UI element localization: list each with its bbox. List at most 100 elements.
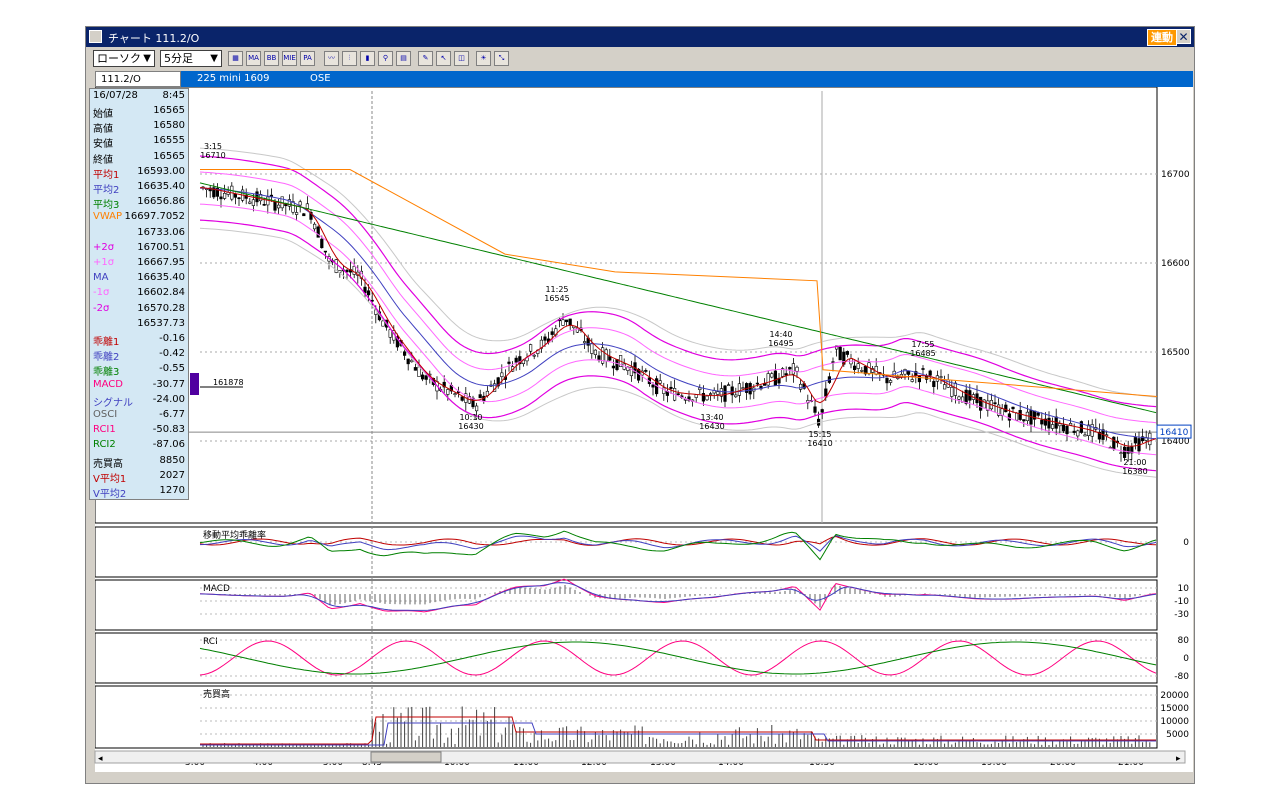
pencil-icon[interactable]: ✎ (418, 51, 433, 66)
candle-body (791, 363, 795, 375)
mie-icon[interactable]: MIE (282, 51, 297, 66)
bb-icon[interactable]: BB (264, 51, 279, 66)
data-row-value: 16570.28 (137, 302, 185, 314)
candle-body (978, 396, 983, 411)
close-icon[interactable]: ✕ (1176, 29, 1191, 44)
candle (734, 387, 738, 398)
candle (1133, 433, 1137, 450)
candle-body (996, 404, 1001, 416)
candle-body (219, 196, 223, 200)
annotation-price: 16495 (768, 339, 793, 348)
interval-select[interactable]: 5分足 ▼ (160, 50, 222, 67)
candle (539, 336, 544, 353)
candle (712, 387, 716, 399)
candle (413, 363, 418, 371)
chart-type-select[interactable]: ローソク ▼ (93, 50, 155, 67)
candle-body (1148, 432, 1152, 446)
candle (989, 393, 993, 412)
annotation-time: 3:15 (204, 142, 222, 151)
candle-body (780, 368, 785, 377)
candle (1137, 431, 1141, 455)
candle-body (885, 377, 889, 384)
interval-value: 5分足 (164, 52, 193, 65)
data-row-label: +2σ (93, 241, 115, 253)
zoom-icon[interactable]: ⚲ (378, 51, 393, 66)
candle (323, 250, 328, 259)
candle (888, 378, 893, 386)
candle-body (651, 384, 655, 388)
chart-app-icon (89, 30, 102, 43)
candle-body (903, 369, 907, 375)
data-panel: 16/07/28 8:45 始値 16565 高値 16580 安値 16555 終値 165… (89, 88, 189, 500)
data-row-label: 売買高 (93, 458, 123, 470)
data-row: +2σ 16700.51 (93, 242, 188, 257)
candle (582, 333, 587, 349)
candle-body (644, 370, 648, 372)
candle (651, 382, 655, 396)
bar-chart-icon[interactable]: ⫶ (342, 51, 357, 66)
data-row: VWAP 16697.7052 (93, 211, 188, 226)
candle-body (215, 187, 219, 197)
code-input[interactable]: 111.2/O (95, 71, 181, 87)
candle-body (730, 386, 734, 396)
price-tick-label: 16600 (1161, 259, 1190, 269)
candle-body (694, 394, 698, 398)
deviation-line (199, 530, 1157, 561)
rci1-line (199, 640, 1157, 676)
ma-icon[interactable]: MA (246, 51, 261, 66)
candle (1040, 412, 1044, 431)
horizontal-scrollbar[interactable]: ◂ ▸ (86, 749, 1194, 783)
candle (435, 376, 439, 400)
candle (453, 392, 457, 398)
candle (215, 183, 219, 201)
eraser-icon[interactable]: ◫ (454, 51, 469, 66)
candle (680, 393, 684, 400)
data-row-label: 始値 (93, 109, 113, 120)
candle (939, 369, 943, 385)
chart-settings-icon[interactable]: ▦ (228, 51, 243, 66)
candle (564, 319, 569, 326)
candle-body (233, 193, 238, 198)
data-row: 終値 16565 (93, 151, 188, 166)
pointer-icon[interactable]: ↖ (436, 51, 451, 66)
data-row: MACD -30.77 (93, 379, 188, 394)
grid-icon[interactable]: ▤ (396, 51, 411, 66)
candle-body (813, 406, 817, 413)
chart-area[interactable]: 16700 16600 16500 16400 3:15 16710 11:25 16545 1… (94, 86, 1193, 772)
link-button[interactable]: 連動 (1147, 29, 1177, 46)
candle-body (590, 343, 594, 354)
title-bar[interactable]: チャート 111.2/O 連動 ✕ (86, 27, 1194, 47)
data-row-value: 16697.7052 (124, 211, 185, 223)
candle (708, 391, 713, 401)
panel-tick-label: 0 (1183, 654, 1189, 664)
candle-body (514, 357, 518, 363)
candle (1083, 432, 1087, 437)
data-row-value: 1270 (159, 485, 185, 496)
pa-icon[interactable]: PA (300, 51, 315, 66)
search-icon[interactable]: ☀ (476, 51, 491, 66)
candle (831, 357, 835, 372)
candle-body (309, 212, 313, 220)
candle-body (1014, 412, 1019, 421)
candle (640, 365, 644, 382)
scroll-svg[interactable]: ◂ ▸ (86, 749, 1194, 783)
candle-body (820, 409, 824, 413)
candle-chart-icon[interactable]: ▮ (360, 51, 375, 66)
candle (690, 399, 695, 407)
candle-body (244, 194, 248, 199)
data-row-value: 16593.00 (137, 165, 185, 177)
candle (784, 366, 788, 382)
candle (928, 369, 932, 382)
candle-body (795, 366, 799, 372)
cross-icon[interactable]: ⤡ (494, 51, 509, 66)
candle-body (784, 373, 788, 376)
line-chart-icon[interactable]: 〰 (324, 51, 339, 66)
data-row-label: 高値 (93, 124, 113, 136)
rci2-line (199, 641, 1157, 675)
candle-body (604, 349, 608, 362)
candle (852, 359, 857, 375)
data-row: 16537.73 (93, 318, 188, 333)
candle (838, 346, 842, 361)
candle (205, 187, 209, 198)
